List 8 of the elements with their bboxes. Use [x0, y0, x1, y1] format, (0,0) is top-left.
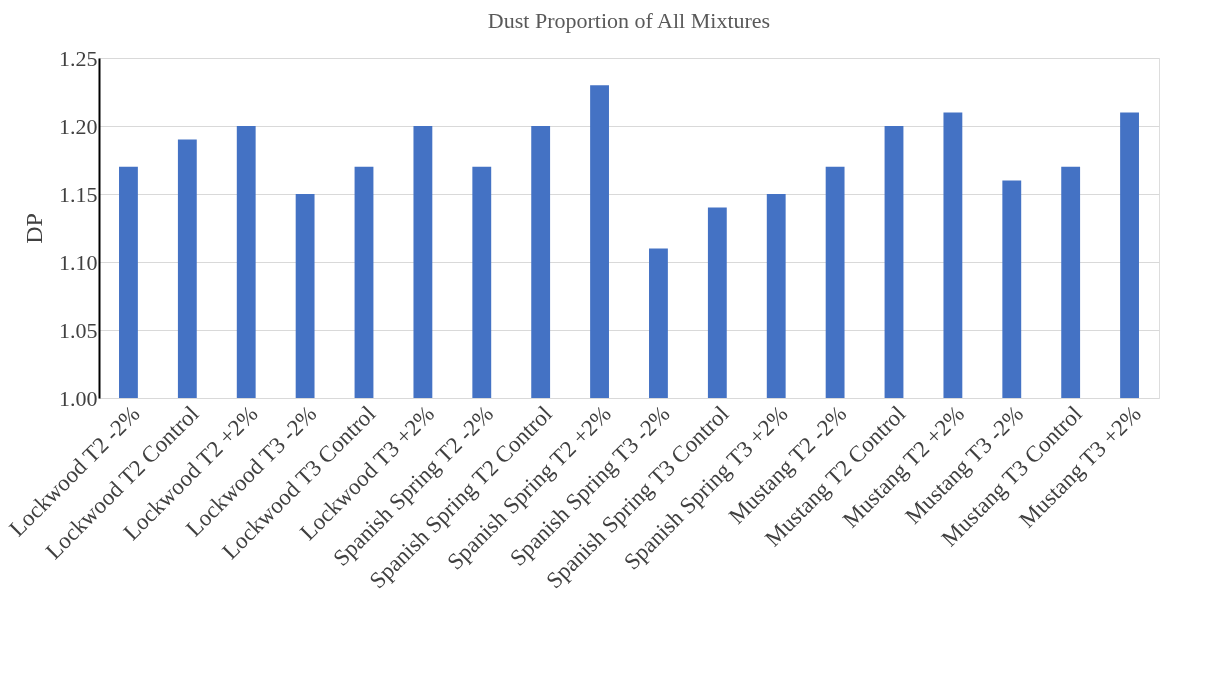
y-tick-label: 1.10: [59, 249, 98, 275]
y-tick-label: 1.00: [59, 385, 98, 411]
y-tick-label: 1.15: [59, 181, 98, 207]
y-tick-label: 1.20: [59, 113, 98, 139]
chart-title: Dust Proportion of All Mixtures: [487, 8, 771, 33]
y-tick-label: 1.05: [59, 317, 98, 343]
y-axis-title: DP: [21, 213, 47, 244]
y-tick-label: 1.25: [59, 45, 98, 71]
